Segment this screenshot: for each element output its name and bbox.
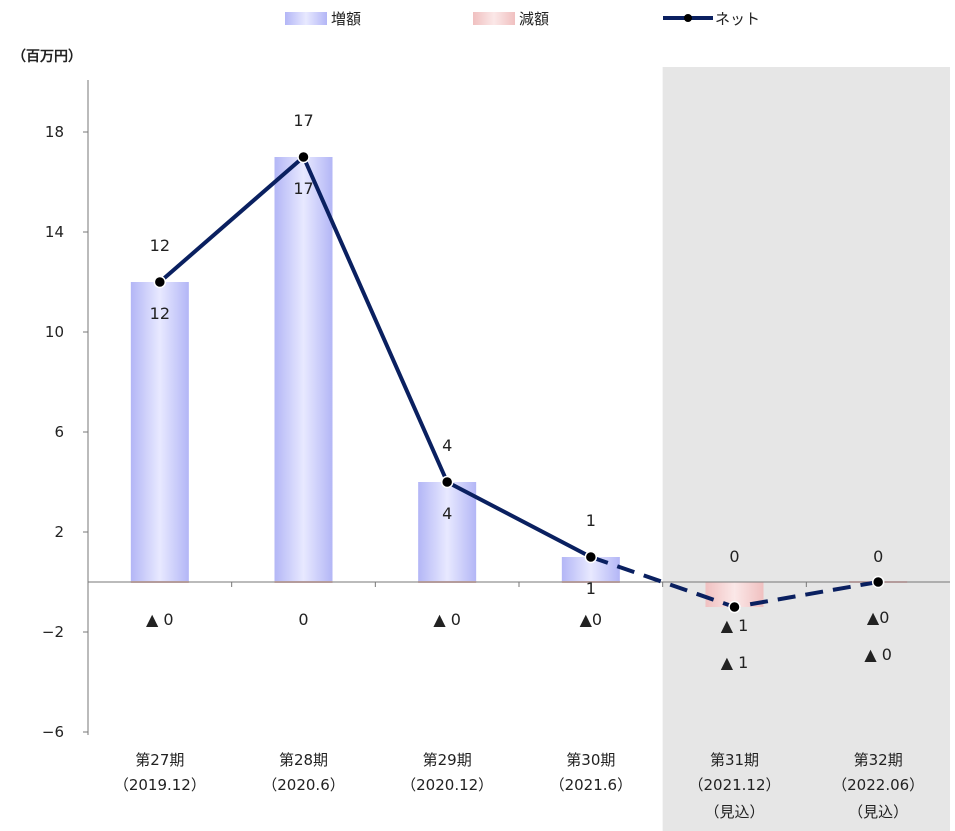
x-category-sublabel: （2022.06）	[832, 776, 924, 794]
net-point	[153, 275, 167, 289]
bar-increase	[130, 282, 189, 582]
forecast-shade	[662, 67, 950, 831]
y-tick-label: 2	[54, 523, 64, 541]
decrease-value-label: 0	[298, 610, 308, 629]
bar-increase	[418, 482, 477, 582]
x-category-label: 第31期	[710, 751, 759, 769]
net-point	[297, 150, 310, 164]
y-tick-label: 6	[54, 423, 64, 441]
legend-swatch-decrease	[473, 12, 515, 25]
increase-value-label: 0	[873, 547, 883, 566]
y-tick-label: 14	[45, 223, 64, 241]
net-line-actual	[158, 155, 592, 559]
net-value-label: 17	[293, 111, 313, 130]
increase-value-label: 12	[150, 304, 170, 323]
x-category-sublabel: （2021.12）	[688, 776, 780, 794]
x-category-label: 第27期	[135, 751, 184, 769]
net-value-label: ▲ 0	[864, 645, 892, 664]
legend-label-increase: 増額	[331, 10, 361, 28]
legend-label-decrease: 減額	[519, 10, 549, 28]
increase-value-label: 4	[442, 504, 452, 523]
y-axis-unit: （百万円）	[12, 49, 82, 65]
decrease-value-label: ▲ 0	[433, 610, 461, 629]
decrease-value-label: ▲ 1	[721, 616, 749, 635]
x-category-sublabel: （2021.6）	[550, 776, 633, 794]
net-point	[728, 600, 741, 614]
legend-swatch-increase	[285, 12, 327, 25]
y-tick-label: 18	[45, 123, 64, 141]
legend-swatch-net-marker	[684, 14, 692, 22]
net-point	[584, 550, 598, 564]
net-point	[440, 475, 454, 489]
x-category-sublabel: （2020.12）	[401, 776, 493, 794]
net-value-label: 12	[150, 236, 170, 255]
increase-value-label: 1	[586, 579, 596, 598]
decrease-value-label: ▲0	[580, 610, 602, 629]
y-tick-label: −6	[42, 723, 64, 741]
bar-increase	[274, 157, 333, 582]
x-category-label: 第29期	[423, 751, 472, 769]
net-value-label: 4	[442, 436, 452, 455]
y-tick-label: −2	[42, 623, 64, 641]
x-category-note: （見込）	[848, 803, 908, 821]
net-value-label: 1	[586, 511, 596, 530]
x-category-label: 第28期	[279, 751, 328, 769]
net-point	[871, 575, 885, 589]
y-tick-label: 10	[45, 323, 64, 341]
x-category-label: 第32期	[854, 751, 903, 769]
x-category-note: （見込）	[704, 803, 764, 821]
increase-value-label: 0	[729, 547, 739, 566]
net-value-label: ▲ 1	[721, 653, 749, 672]
x-category-sublabel: （2020.6）	[262, 776, 345, 794]
decrease-value-label: ▲ 0	[146, 610, 174, 629]
x-category-sublabel: （2019.12）	[114, 776, 206, 794]
x-category-label: 第30期	[566, 751, 615, 769]
legend-label-net: ネット	[715, 10, 760, 28]
decrease-value-label: ▲0	[867, 608, 889, 627]
increase-value-label: 17	[293, 179, 313, 198]
